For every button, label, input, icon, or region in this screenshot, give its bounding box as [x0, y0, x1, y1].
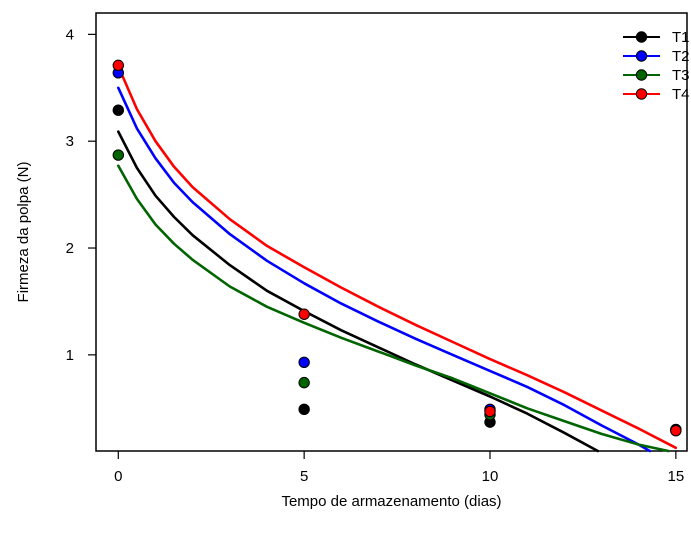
fitted-curves: [117, 65, 678, 453]
data-points: [112, 59, 682, 437]
legend-label: T4: [672, 86, 690, 103]
legend-item-t4: T4: [623, 86, 690, 103]
legend-item-t3: T3: [623, 67, 690, 84]
x-tick-label: 15: [668, 468, 685, 485]
legend-label: T1: [672, 29, 690, 46]
x-tick-label: 0: [114, 468, 122, 485]
data-point-t1: [298, 403, 310, 416]
legend-marker: [635, 69, 648, 81]
data-point-t3: [112, 149, 125, 161]
y-tick-label: 3: [66, 133, 74, 150]
data-point-t4: [484, 405, 496, 418]
x-axis-title: Tempo de armazenamento (dias): [281, 493, 501, 510]
fit-curve-t4: [117, 65, 678, 450]
data-point-t3: [298, 376, 310, 389]
y-axis: 1 2 3 4: [66, 26, 96, 364]
legend-label: T2: [672, 48, 690, 65]
data-point-t4: [298, 308, 310, 320]
data-point-t2: [298, 356, 310, 369]
y-tick-label: 1: [66, 347, 74, 364]
fit-curve-t3: [117, 164, 670, 453]
y-axis-title: Firmeza da polpa (N): [15, 162, 32, 303]
legend-marker: [635, 50, 648, 62]
x-tick-label: 5: [300, 468, 308, 485]
x-axis: 0 5 10 15: [114, 451, 684, 485]
fit-curve-t1: [117, 130, 600, 453]
legend-marker: [635, 88, 648, 100]
x-tick-label: 10: [482, 468, 499, 485]
y-tick-label: 4: [66, 26, 74, 43]
legend: T1 T2 T3 T4: [623, 29, 690, 103]
plot-frame: [95, 12, 688, 452]
data-point-t1: [112, 104, 125, 116]
legend-item-t1: T1: [623, 29, 690, 46]
data-point-t4: [670, 425, 682, 437]
legend-item-t2: T2: [623, 48, 690, 65]
data-point-t4: [112, 59, 125, 72]
legend-label: T3: [672, 67, 690, 84]
y-tick-label: 2: [66, 240, 74, 257]
fit-curve-t2: [117, 86, 652, 453]
legend-marker: [635, 31, 648, 43]
